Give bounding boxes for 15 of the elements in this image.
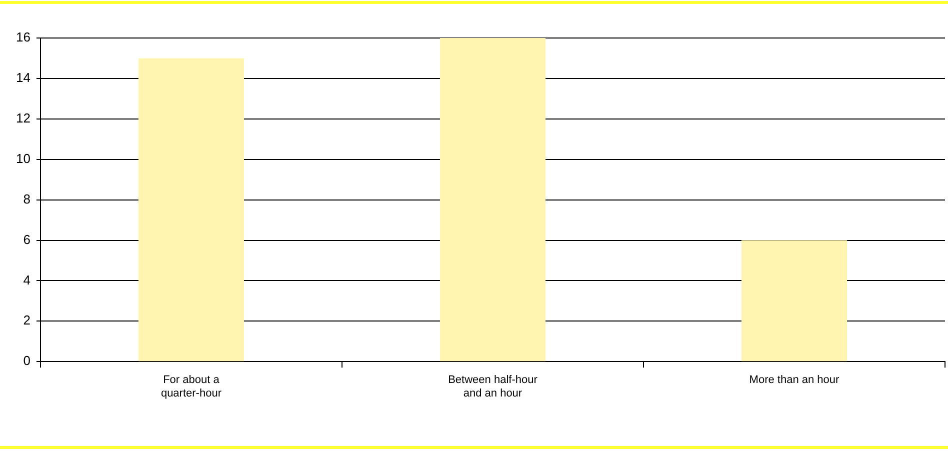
y-tick-label: 14 bbox=[16, 70, 30, 86]
y-tick-label: 4 bbox=[23, 272, 30, 288]
bar bbox=[741, 240, 848, 362]
x-tick-label: More than an hour bbox=[749, 374, 840, 386]
y-tick-label: 12 bbox=[16, 110, 30, 126]
y-tick-label: 10 bbox=[16, 150, 30, 166]
y-tick-label: 16 bbox=[16, 30, 30, 45]
bar bbox=[138, 58, 244, 362]
y-tick-label: 8 bbox=[23, 191, 30, 206]
y-tick-label: 6 bbox=[23, 232, 30, 247]
bar bbox=[440, 38, 546, 362]
x-tick-label: Between half-hour and an hour bbox=[448, 374, 538, 400]
x-tick-label: For about a quarter-hour bbox=[160, 374, 222, 400]
y-tick-label: 0 bbox=[23, 353, 30, 368]
y-tick-label: 2 bbox=[23, 312, 30, 328]
